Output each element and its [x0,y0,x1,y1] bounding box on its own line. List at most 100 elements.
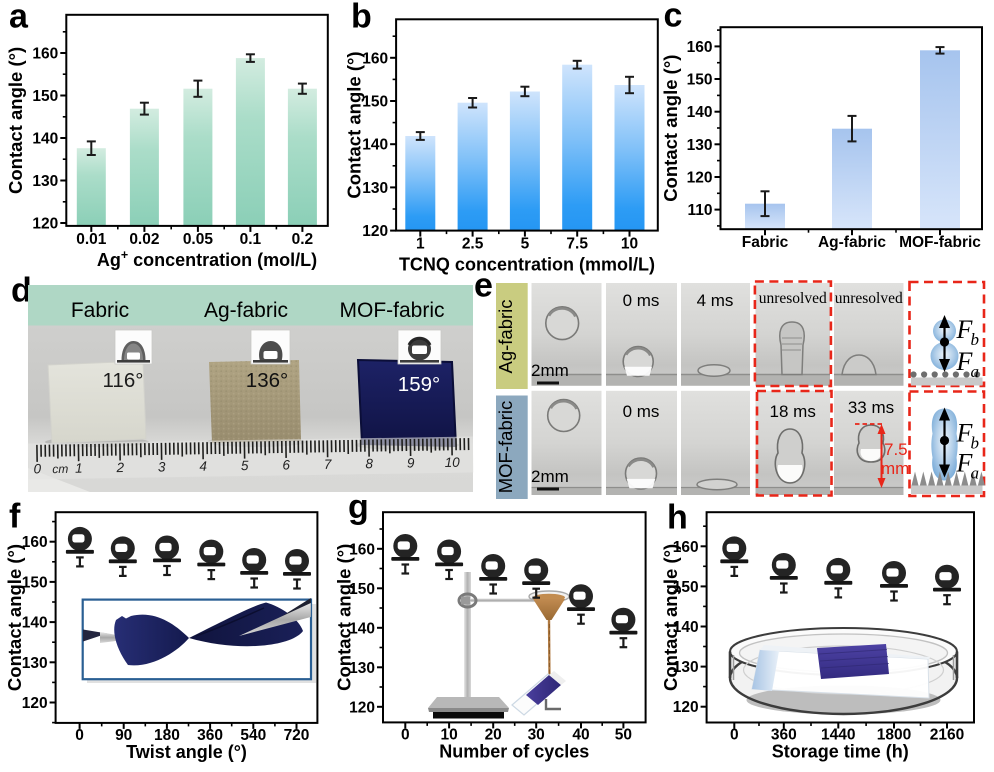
svg-text:140: 140 [673,619,699,636]
svg-text:0: 0 [33,461,41,476]
svg-text:unresolved: unresolved [759,290,827,307]
svg-text:Ag-fabric: Ag-fabric [204,299,288,322]
svg-text:c: c [664,0,683,35]
svg-text:d: d [11,272,32,310]
svg-text:720: 720 [284,727,310,744]
svg-text:0.02: 0.02 [129,231,159,248]
svg-text:130: 130 [32,173,58,190]
svg-text:130: 130 [362,180,388,197]
svg-text:1800: 1800 [877,727,911,744]
svg-text:Storage time (h): Storage time (h) [772,742,909,762]
svg-text:b: b [351,0,372,36]
svg-text:3: 3 [158,459,166,474]
svg-text:160: 160 [22,534,48,551]
svg-text:7: 7 [324,457,332,472]
svg-text:10: 10 [621,236,638,253]
svg-text:Ag+ concentration (mol/L): Ag+ concentration (mol/L) [97,248,317,270]
svg-text:160: 160 [32,46,58,63]
svg-text:130: 130 [673,659,699,676]
svg-text:40: 40 [572,726,589,743]
svg-text:120: 120 [32,216,58,233]
svg-text:g: g [348,488,369,526]
svg-text:0: 0 [401,726,410,743]
svg-text:2mm: 2mm [531,467,569,486]
svg-text:0: 0 [730,727,739,744]
svg-text:1: 1 [75,461,83,476]
svg-text:MOF-fabric: MOF-fabric [899,234,981,251]
svg-text:150: 150 [673,579,699,596]
svg-text:159°: 159° [398,373,440,396]
svg-text:TCNQ concentration (mmol/L): TCNQ concentration (mmol/L) [399,255,655,275]
svg-text:150: 150 [349,581,375,598]
svg-text:F: F [956,449,974,478]
svg-text:Ag-fabric: Ag-fabric [818,234,886,251]
svg-text:2.5: 2.5 [462,236,484,253]
svg-text:140: 140 [349,620,375,637]
svg-text:4: 4 [199,459,207,474]
svg-text:18 ms: 18 ms [770,402,816,421]
svg-text:150: 150 [32,88,58,105]
svg-text:9: 9 [407,455,415,470]
svg-text:Twist angle (°): Twist angle (°) [126,742,247,762]
svg-text:33 ms: 33 ms [848,398,894,417]
svg-text:130: 130 [22,655,48,672]
svg-text:160: 160 [687,39,713,56]
svg-text:140: 140 [22,615,48,632]
svg-text:150: 150 [22,574,48,591]
svg-text:160: 160 [349,541,375,558]
svg-text:a: a [971,464,980,483]
svg-text:4 ms: 4 ms [697,291,734,310]
svg-text:7.5: 7.5 [884,440,908,459]
svg-text:2160: 2160 [930,727,964,744]
svg-text:0.05: 0.05 [183,231,214,248]
svg-text:Contact angle (°): Contact angle (°) [5,47,26,194]
svg-text:130: 130 [349,660,375,677]
svg-text:140: 140 [32,131,58,148]
svg-text:MOF-fabric: MOF-fabric [495,401,516,494]
svg-text:Contact angle (°): Contact angle (°) [660,55,681,202]
svg-text:150: 150 [362,94,388,111]
svg-text:1440: 1440 [821,727,855,744]
svg-text:0.01: 0.01 [76,231,107,248]
svg-text:Ag-fabric: Ag-fabric [495,299,516,373]
svg-text:140: 140 [362,137,388,154]
svg-text:2mm: 2mm [531,361,569,380]
svg-text:5: 5 [521,236,530,253]
svg-text:8: 8 [365,456,373,471]
svg-text:Fabric: Fabric [71,299,129,322]
svg-text:360: 360 [771,727,797,744]
svg-text:Number of cycles: Number of cycles [439,741,589,761]
svg-text:7.5: 7.5 [566,236,588,253]
svg-text:0 ms: 0 ms [623,291,660,310]
svg-text:116°: 116° [103,369,144,392]
svg-text:120: 120 [687,170,713,187]
svg-text:180: 180 [154,727,180,744]
svg-text:f: f [9,498,21,536]
svg-text:b: b [971,330,980,349]
svg-text:b: b [971,434,980,453]
svg-text:10: 10 [445,455,461,470]
svg-text:5: 5 [241,458,249,473]
svg-text:mm: mm [881,459,909,478]
svg-text:140: 140 [687,104,713,121]
svg-text:cm: cm [52,462,68,476]
svg-text:160: 160 [362,50,388,67]
svg-text:Fabric: Fabric [742,234,789,251]
svg-text:unresolved: unresolved [835,290,903,307]
svg-text:Contact angle (°): Contact angle (°) [343,51,364,198]
svg-text:110: 110 [687,202,712,219]
svg-text:120: 120 [349,699,375,716]
svg-text:540: 540 [240,727,266,744]
svg-text:90: 90 [115,727,132,744]
svg-text:F: F [956,315,974,344]
svg-text:136°: 136° [246,369,288,392]
svg-text:a: a [971,362,980,381]
svg-text:0 ms: 0 ms [623,402,660,421]
svg-text:h: h [667,499,688,537]
svg-text:Contact angle (°): Contact angle (°) [660,544,681,691]
svg-text:50: 50 [615,726,632,743]
svg-text:150: 150 [687,72,713,89]
svg-text:20: 20 [485,726,502,743]
svg-text:30: 30 [528,726,545,743]
svg-text:120: 120 [22,695,48,712]
